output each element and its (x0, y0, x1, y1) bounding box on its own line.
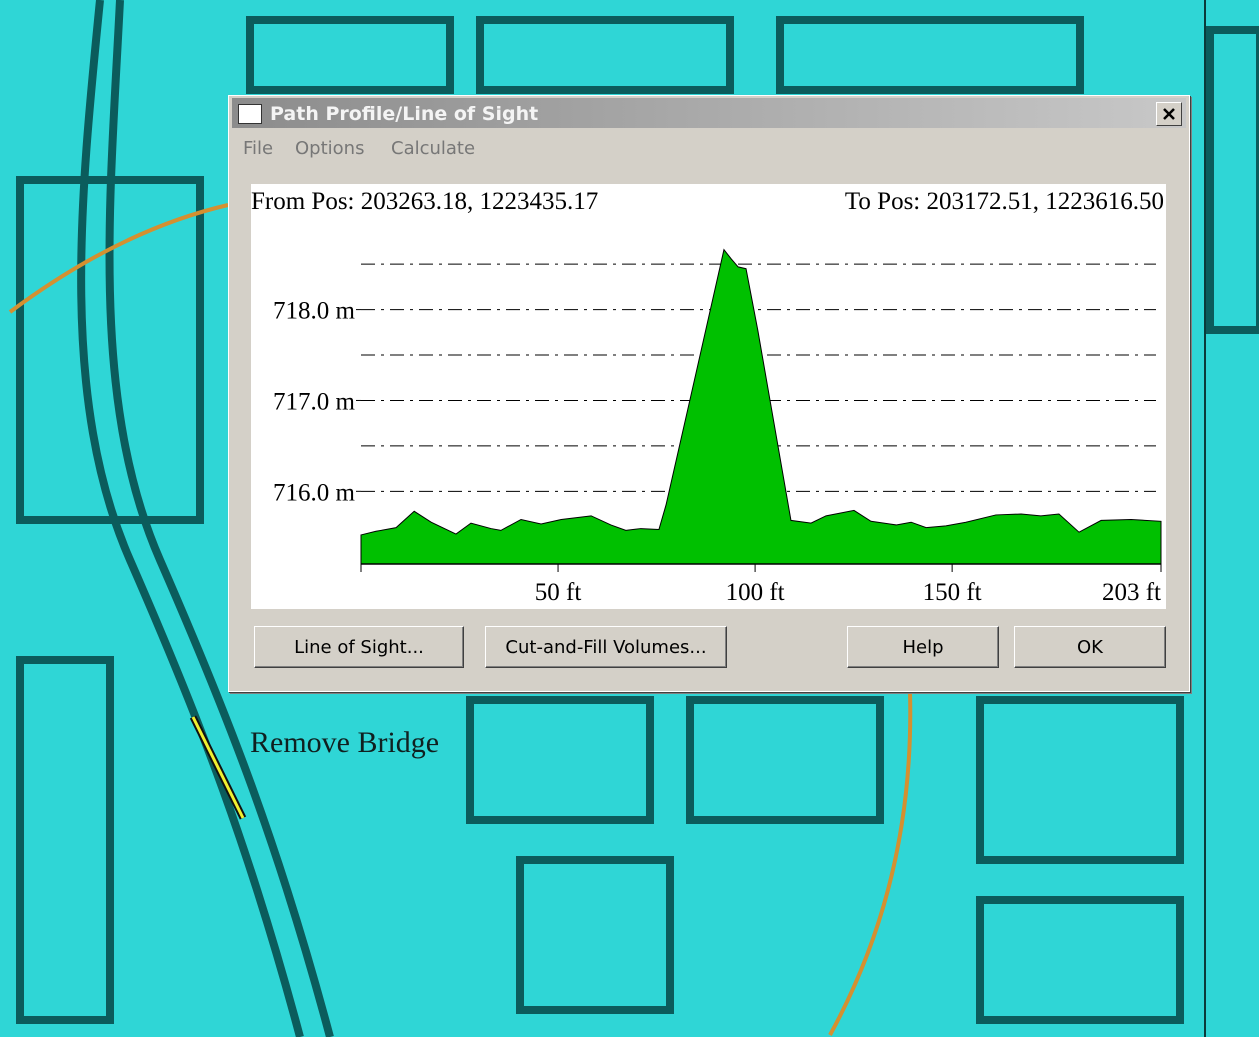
window-title: Path Profile/Line of Sight (270, 103, 539, 125)
button[interactable]: OK (1014, 626, 1166, 668)
close-button[interactable] (1156, 102, 1182, 126)
to-position: To Pos: 203172.51, 1223616.50 (845, 188, 1164, 215)
x-tick-label: 150 ft (923, 579, 982, 606)
y-tick-label: 718.0 m (273, 298, 356, 325)
from-position: From Pos: 203263.18, 1223435.17 (251, 188, 598, 215)
x-tick-label: 203 ft (1102, 579, 1161, 606)
profile-chart: From Pos: 203263.18, 1223435.17 To Pos: … (251, 184, 1166, 609)
range-circle (828, 691, 913, 1036)
y-tick-label: 716.0 m (273, 479, 356, 506)
window-icon (238, 104, 262, 124)
dialog: Path Profile/Line of Sight File Options … (228, 95, 1190, 692)
bridge-path (191, 716, 245, 819)
profile-area (360, 248, 1162, 565)
menu-item[interactable]: Options (295, 138, 365, 159)
menu-item[interactable]: Calculate (391, 138, 476, 159)
range-circle (8, 203, 229, 314)
title-bar: Path Profile/Line of Sight (232, 98, 1186, 128)
x-tick-label: 50 ft (535, 579, 582, 606)
menu-item[interactable]: File (243, 138, 274, 159)
button[interactable]: Help (847, 626, 999, 668)
button[interactable]: Line of Sight... (254, 626, 464, 668)
map-features (16, 0, 1259, 1037)
map-label: Remove Bridge (250, 726, 439, 759)
y-tick-label: 717.0 m (273, 388, 356, 415)
x-tick-label: 100 ft (726, 579, 785, 606)
button[interactable]: Cut-and-Fill Volumes... (485, 626, 727, 668)
